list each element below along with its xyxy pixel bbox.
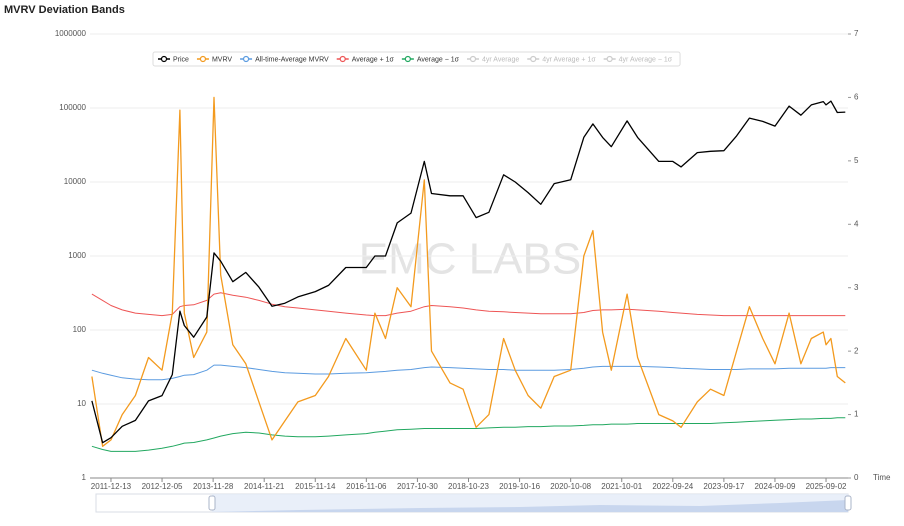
x-tick-label: 2022-09-24 [652,482,693,491]
y2-tick-label: 3 [854,283,859,292]
legend-dot [606,55,613,63]
y-tick-label: 1000 [68,251,86,260]
x-tick-label: 2014-11-21 [244,482,285,491]
x-axis-label: Time [873,473,891,482]
y-tick-label: 100000 [59,103,86,112]
x-tick-label: 2016-11-06 [346,482,387,491]
chart-title: MVRV Deviation Bands [4,4,125,16]
legend-dot [199,55,207,63]
legend-dot [469,55,477,63]
x-tick-label: 2012-12-05 [142,482,183,491]
y2-tick-label: 7 [854,29,859,38]
y2-tick-label: 4 [854,219,859,228]
legend-dot [404,55,411,63]
legend-label: MVRV [212,56,232,63]
x-tick-label: 2025-09-02 [806,482,847,491]
legend-dot [530,55,537,63]
legend-item[interactable]: 4yr Average + 1σ [527,55,596,63]
x-tick-label: 2023-09-17 [703,482,744,491]
legend-item[interactable]: 4yr Average [467,55,519,63]
x-tick-label: 2017-10-30 [397,482,438,491]
series-line [91,292,846,317]
legend: Price MVRV All-time-Average MVRV Average + … [152,51,681,67]
watermark: EMC LABS [359,235,582,284]
legend-label: Average + 1σ [352,56,395,63]
legend-item[interactable]: Average + 1σ [336,55,395,63]
y-tick-label: 100 [73,325,87,334]
legend-dot [339,55,346,63]
legend-label: All-time-Average MVRV [255,56,329,63]
legend-item[interactable]: Average − 1σ [401,55,460,63]
series-line [91,100,846,444]
series-line [91,96,846,447]
zoom-preview [212,500,848,512]
x-tick-label: 2024-09-09 [754,482,795,491]
zoom-handle[interactable] [844,495,852,511]
legend-box [152,51,681,67]
x-tick-label: 2015-11-14 [295,482,336,491]
y2-tick-label: 5 [854,156,859,165]
y-tick-label: 10 [77,399,86,408]
legend-item[interactable]: MVRV [196,55,232,63]
legend-dot [160,55,168,63]
y-tick-label: 1000000 [55,29,87,38]
x-tick-label: 2013-11-28 [193,482,234,491]
x-tick-label: 2020-10-08 [550,482,591,491]
y2-tick-label: 2 [854,346,859,355]
legend-dot [242,55,250,63]
y2-tick-label: 6 [854,93,859,102]
x-tick-label: 2021-10-01 [601,482,642,491]
x-tick-label: 2019-10-16 [499,482,540,491]
legend-label: 4yr Average + 1σ [542,56,596,63]
legend-item[interactable]: All-time-Average MVRV [240,55,329,63]
x-tick-label: 2011-12-13 [91,482,132,491]
y-tick-label: 1 [82,473,87,482]
zoom-handle[interactable] [208,495,216,511]
data-zoom[interactable] [95,493,852,513]
legend-label: Price [173,56,189,63]
y2-tick-label: 1 [854,410,859,419]
legend-label: 4yr Average [482,56,519,63]
series-line [91,364,846,381]
y2-tick-label: 0 [854,473,859,482]
y-tick-label: 10000 [64,177,87,186]
legend-item[interactable]: 4yr Average − 1σ [603,55,673,63]
legend-item[interactable]: Price [158,55,189,63]
legend-label: 4yr Average − 1σ [619,56,673,63]
series-line [91,417,846,452]
legend-label: Average − 1σ [417,56,460,63]
x-tick-label: 2018-10-23 [448,482,489,491]
